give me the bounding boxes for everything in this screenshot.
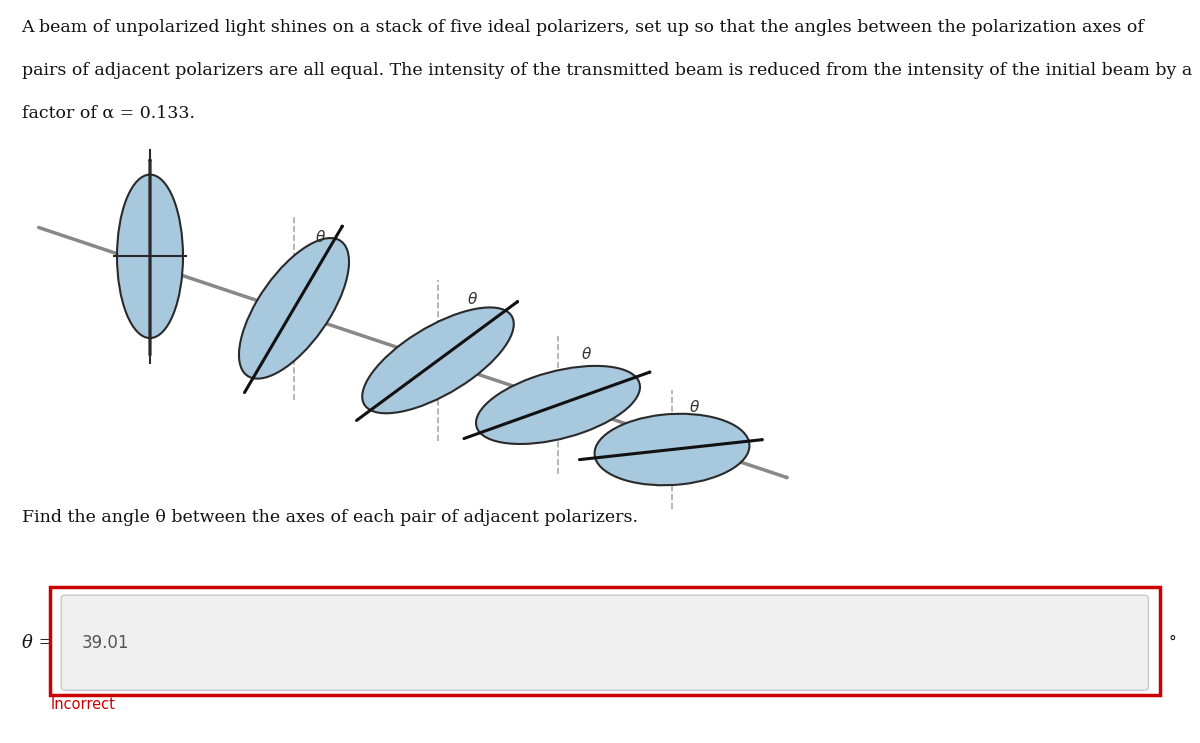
- FancyBboxPatch shape: [61, 595, 1148, 690]
- Text: θ: θ: [316, 230, 325, 245]
- Text: θ =: θ =: [22, 634, 53, 652]
- Text: Incorrect: Incorrect: [50, 697, 115, 712]
- Text: 39.01: 39.01: [82, 634, 130, 652]
- Ellipse shape: [118, 175, 182, 338]
- Text: θ: θ: [468, 292, 478, 307]
- Bar: [50, 587, 1160, 695]
- Text: factor of α = 0.133.: factor of α = 0.133.: [22, 105, 194, 122]
- Text: pairs of adjacent polarizers are all equal. The intensity of the transmitted bea: pairs of adjacent polarizers are all equ…: [22, 62, 1192, 79]
- Text: A beam of unpolarized light shines on a stack of five ideal polarizers, set up s: A beam of unpolarized light shines on a …: [22, 19, 1145, 36]
- Text: θ: θ: [582, 347, 592, 362]
- Text: Find the angle θ between the axes of each pair of adjacent polarizers.: Find the angle θ between the axes of eac…: [22, 509, 637, 526]
- Ellipse shape: [594, 414, 750, 485]
- Ellipse shape: [239, 238, 349, 379]
- Ellipse shape: [476, 366, 640, 444]
- Ellipse shape: [362, 308, 514, 413]
- Text: °: °: [1169, 635, 1176, 650]
- Text: θ: θ: [690, 400, 700, 415]
